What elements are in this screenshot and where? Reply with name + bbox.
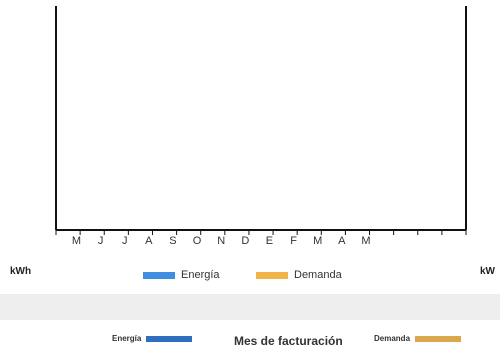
footer-item-energia: Energía [112, 334, 193, 343]
legend-item-demanda: Demanda [256, 269, 342, 281]
x-tick-label: A [338, 235, 346, 247]
separator-band [0, 294, 500, 320]
x-tick-label: M [72, 235, 81, 247]
chart-legend: Energía Demanda [0, 269, 500, 283]
legend-swatch-energia [143, 271, 175, 279]
x-tick-label: M [361, 235, 370, 247]
x-axis-ticks [55, 230, 467, 235]
footer-legend: Energía Mes de facturación Demanda [0, 334, 500, 350]
x-tick-label: N [217, 235, 225, 247]
footer-title: Mes de facturación [234, 334, 343, 348]
footer-swatch-energia [146, 335, 193, 342]
x-tick-label: O [193, 235, 202, 247]
footer-label-demanda: Demanda [374, 334, 411, 343]
footer-label-energia: Energía [112, 334, 142, 343]
legend-label-demanda: Demanda [294, 269, 342, 281]
x-axis-title: Mes de facturación [234, 334, 343, 348]
x-tick-label: S [169, 235, 176, 247]
legend-swatch-demanda [256, 271, 288, 279]
x-tick-label: F [290, 235, 297, 247]
x-tick-label: J [98, 235, 104, 247]
y-axis-left-unit: kWh [10, 266, 32, 277]
x-tick-label: M [313, 235, 322, 247]
x-tick-label: D [241, 235, 249, 247]
footer-item-demanda: Demanda [374, 334, 462, 343]
x-tick-label: A [145, 235, 153, 247]
legend-item-energia: Energía [143, 269, 220, 281]
footer-swatch-demanda [415, 335, 462, 342]
x-tick-label: E [266, 235, 273, 247]
x-tick-label: J [122, 235, 128, 247]
legend-label-energia: Energía [181, 269, 220, 281]
y-axis-right-unit: kW [480, 266, 495, 277]
